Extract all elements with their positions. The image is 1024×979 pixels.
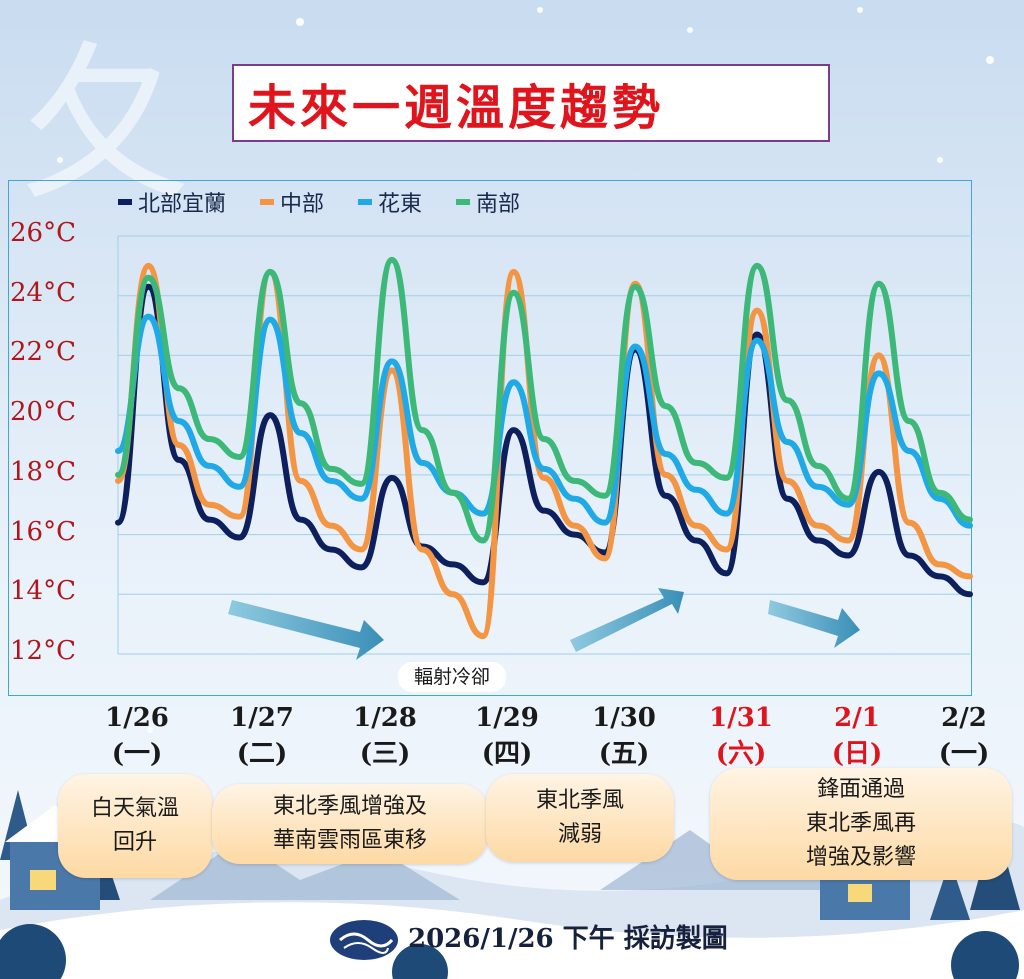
date-label-1: 1/27 (二) — [217, 700, 307, 772]
date-label-2: 1/28 (三) — [340, 700, 430, 772]
weekday-text: (一) — [111, 739, 163, 769]
date-text: 1/28 — [353, 703, 417, 733]
date-text: 2/1 — [834, 703, 880, 733]
note-front-passing: 鋒面通過 東北季風再 增強及影響 — [710, 768, 1012, 880]
legend-label: 中部 — [280, 192, 325, 217]
weekday-text: (三) — [359, 739, 411, 769]
note-monsoon-strengthen: 東北季風增強及 華南雲雨區東移 — [212, 784, 488, 864]
title-box: 未來一週溫度趨勢 — [232, 64, 830, 142]
legend-label: 南部 — [476, 192, 521, 217]
weekday-text: (一) — [938, 739, 990, 769]
y-tick-label: 14°C — [10, 576, 76, 607]
trend-arrows — [228, 588, 860, 660]
legend-item-3: 南部 — [456, 186, 520, 218]
weekday-text: (四) — [481, 739, 533, 769]
legend-item-2: 花東 — [358, 186, 422, 218]
date-label-7: 2/2 (一) — [919, 700, 1009, 772]
y-tick-label: 18°C — [10, 456, 76, 487]
y-tick-label: 12°C — [10, 636, 76, 666]
series-line-2 — [115, 313, 973, 529]
trend-arrow-down-1 — [228, 600, 384, 660]
chart-title: 未來一週溫度趨勢 — [248, 80, 665, 136]
date-text: 1/27 — [230, 703, 294, 733]
date-label-4: 1/30 (五) — [579, 700, 669, 772]
series-line-0 — [115, 283, 973, 598]
note-warming: 白天氣溫 回升 — [58, 774, 212, 878]
series-line-3 — [115, 256, 973, 544]
y-tick-label: 24°C — [10, 277, 76, 308]
y-tick-label: 16°C — [10, 516, 76, 547]
weekday-text: (日) — [831, 739, 883, 769]
legend-swatch — [358, 199, 373, 205]
weekday-text: (二) — [236, 739, 288, 769]
y-tick-label: 22°C — [10, 337, 76, 368]
date-label-3: 1/29 (四) — [462, 700, 552, 772]
legend-swatch — [260, 199, 275, 205]
weekday-text: (五) — [598, 739, 650, 769]
y-tick-label: 26°C — [10, 218, 76, 248]
legend-item-1: 中部 — [260, 186, 324, 218]
legend-label: 北部宜蘭 — [138, 192, 227, 217]
date-label-0: 1/26 (一) — [92, 700, 182, 772]
date-text: 1/31 — [709, 703, 773, 733]
weekday-text: (六) — [715, 739, 767, 769]
legend-swatch — [118, 199, 132, 205]
decorative-character: 夂 — [20, 26, 191, 224]
date-text: 2/2 — [941, 703, 987, 733]
plot-frame — [8, 180, 972, 696]
date-text: 1/29 — [475, 703, 539, 733]
y-tick-label: 20°C — [10, 397, 76, 428]
legend-swatch — [456, 199, 471, 205]
date-text: 1/30 — [592, 703, 656, 733]
footer-caption: 2026/1/26 下午 採訪製圖 — [408, 924, 728, 954]
note-monsoon-weaken: 東北季風 減弱 — [486, 774, 674, 862]
legend-item-0: 北部宜蘭 — [118, 186, 226, 218]
series-lines — [115, 256, 973, 640]
legend-label: 花東 — [378, 192, 423, 217]
date-text: 1/26 — [105, 703, 169, 733]
date-label-5: 1/31 (六) — [696, 700, 786, 772]
legend: 北部宜蘭 中部 花東 南部 — [118, 186, 520, 218]
date-label-6: 2/1 (日) — [812, 700, 902, 772]
trend-arrow-up — [570, 588, 684, 652]
trend-arrow-down-2 — [768, 600, 860, 648]
radiative-cooling-label: 輻射冷卻 — [398, 662, 506, 692]
